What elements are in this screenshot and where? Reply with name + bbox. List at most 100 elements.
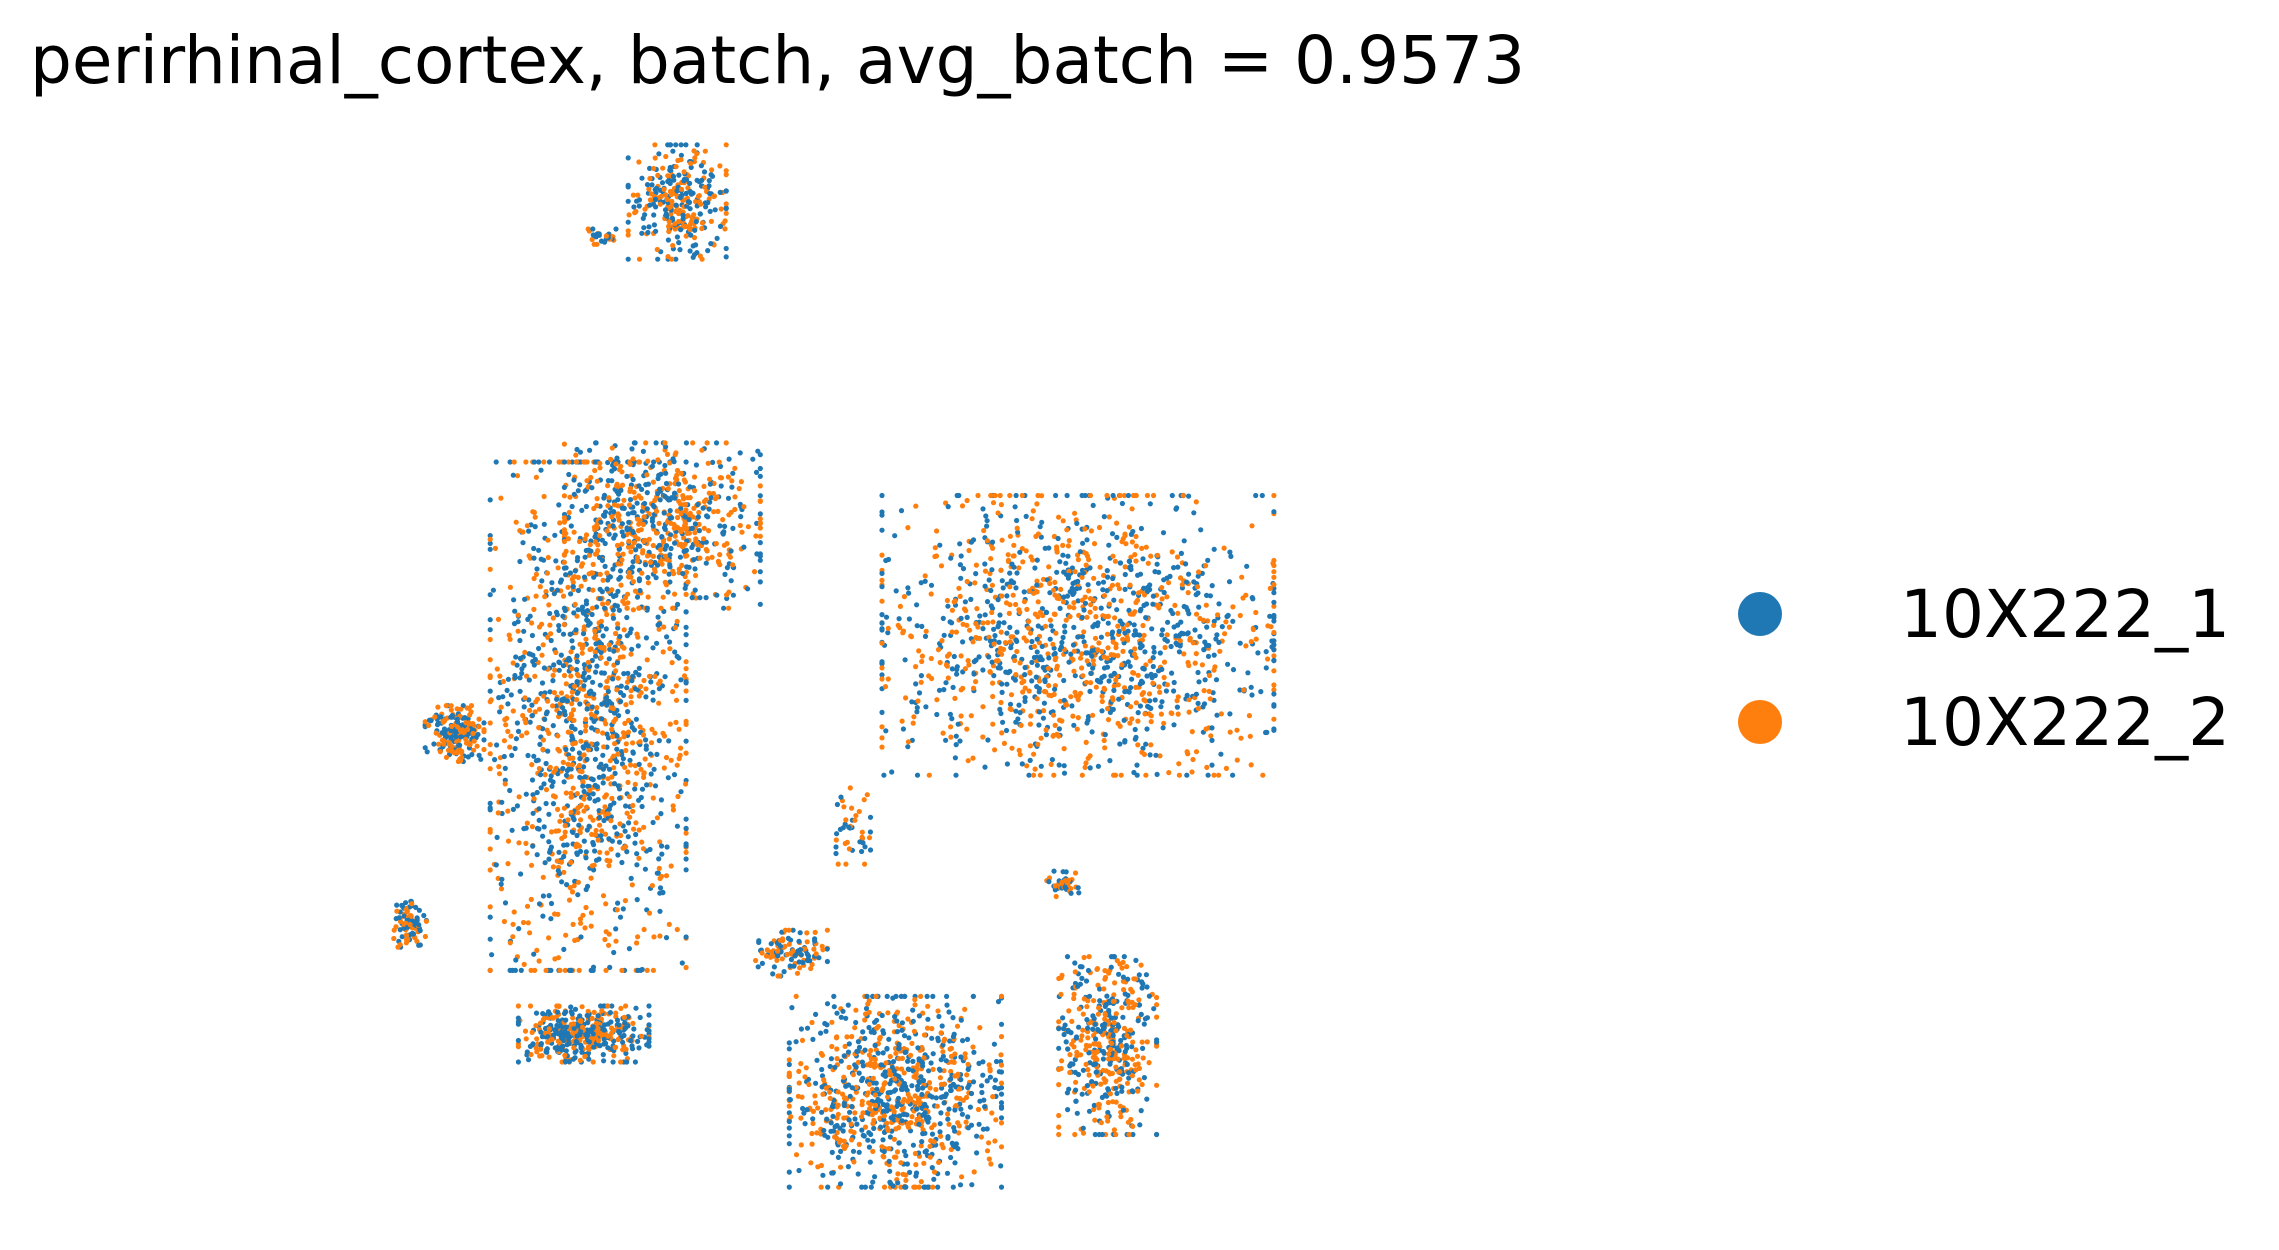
data-point xyxy=(630,456,636,462)
data-point xyxy=(1098,634,1104,640)
data-point xyxy=(401,913,407,919)
data-point xyxy=(1119,500,1125,507)
data-point xyxy=(1099,698,1105,705)
data-point xyxy=(1014,525,1020,531)
data-point xyxy=(487,540,493,547)
data-point xyxy=(648,191,655,197)
data-point xyxy=(658,605,664,611)
data-point xyxy=(1007,533,1014,539)
data-point xyxy=(627,757,633,763)
data-point xyxy=(1023,513,1029,520)
data-point xyxy=(630,1020,636,1026)
data-point xyxy=(1091,575,1097,581)
data-point xyxy=(603,1040,609,1046)
data-point xyxy=(437,749,443,755)
data-point xyxy=(1155,668,1162,674)
data-point xyxy=(626,212,632,218)
data-point xyxy=(581,796,587,802)
chart-title: perirhinal_cortex, batch, avg_batch = 0.… xyxy=(30,22,1526,99)
data-point xyxy=(580,783,586,789)
data-point xyxy=(630,529,636,536)
data-point xyxy=(542,860,548,866)
data-point xyxy=(533,1045,539,1051)
data-point xyxy=(1104,492,1110,499)
data-point xyxy=(1022,698,1028,705)
data-point xyxy=(523,1036,529,1042)
data-point xyxy=(995,623,1001,629)
data-point xyxy=(621,645,627,651)
data-point xyxy=(1198,527,1204,533)
data-point xyxy=(1195,700,1201,707)
data-point xyxy=(660,730,666,736)
data-point xyxy=(940,730,946,736)
data-point xyxy=(642,206,648,212)
data-point xyxy=(620,533,627,539)
data-point xyxy=(1024,606,1030,613)
data-point xyxy=(1174,704,1180,710)
data-point xyxy=(697,595,703,601)
data-point xyxy=(689,595,695,601)
data-point xyxy=(639,175,645,181)
data-point xyxy=(974,1150,980,1156)
data-point xyxy=(525,1057,532,1063)
data-point xyxy=(1087,609,1093,615)
data-point xyxy=(620,598,626,604)
data-point xyxy=(1141,632,1147,638)
data-point xyxy=(1050,712,1057,718)
data-point xyxy=(654,246,660,253)
data-point xyxy=(1010,592,1016,598)
data-point xyxy=(544,570,551,576)
data-point xyxy=(634,770,640,776)
data-point xyxy=(1057,672,1063,678)
data-point xyxy=(610,523,616,529)
data-point xyxy=(914,772,921,778)
data-point xyxy=(862,861,868,867)
data-point xyxy=(823,1028,829,1034)
data-point xyxy=(1152,672,1158,679)
data-point xyxy=(934,711,940,718)
data-point xyxy=(882,1080,888,1086)
data-point xyxy=(580,912,586,918)
data-point xyxy=(599,716,605,722)
data-point xyxy=(625,834,631,840)
data-point xyxy=(1041,700,1047,706)
data-point xyxy=(591,1044,597,1050)
data-point xyxy=(998,567,1004,573)
data-point xyxy=(930,1066,936,1072)
data-point xyxy=(584,1012,590,1019)
data-point xyxy=(741,544,747,550)
data-point xyxy=(1150,663,1156,670)
data-point xyxy=(555,955,562,961)
data-point xyxy=(1217,648,1223,654)
data-point xyxy=(615,621,621,627)
data-point xyxy=(668,863,674,869)
data-point xyxy=(1201,617,1207,623)
data-point xyxy=(605,776,611,782)
data-point xyxy=(954,671,960,677)
data-point xyxy=(636,459,642,465)
data-point xyxy=(674,467,681,474)
data-point xyxy=(786,1184,792,1190)
data-point xyxy=(1105,706,1111,712)
data-point xyxy=(1112,558,1118,564)
data-point xyxy=(627,497,634,503)
data-point xyxy=(614,455,620,461)
data-point xyxy=(618,487,624,493)
data-point xyxy=(556,849,562,855)
data-point xyxy=(569,689,575,695)
data-point xyxy=(641,514,647,520)
data-point xyxy=(1204,624,1210,630)
data-point xyxy=(998,1080,1005,1086)
data-point xyxy=(934,528,940,534)
data-point xyxy=(896,616,902,622)
data-point xyxy=(652,673,658,680)
data-point xyxy=(1026,618,1032,625)
data-point xyxy=(649,726,655,733)
data-point xyxy=(1216,639,1222,646)
data-point xyxy=(532,524,538,530)
data-point xyxy=(1007,624,1013,631)
data-point xyxy=(634,897,640,903)
data-point xyxy=(647,846,653,853)
data-point xyxy=(1069,585,1075,592)
data-point xyxy=(999,689,1005,696)
